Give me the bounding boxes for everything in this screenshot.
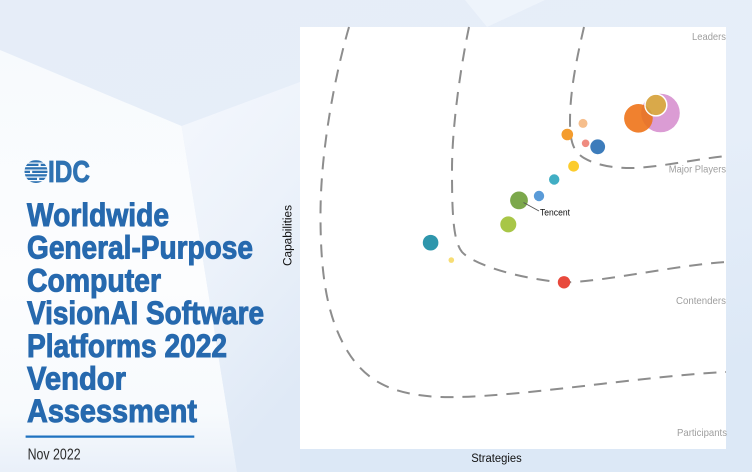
svg-text:Tencent: Tencent: [540, 208, 570, 219]
svg-text:Leaders: Leaders: [692, 31, 726, 43]
svg-text:Major Players: Major Players: [669, 164, 726, 176]
svg-text:IDC: IDC: [48, 154, 90, 189]
svg-text:Capabilities: Capabilities: [283, 205, 295, 266]
svg-text:Worldwide: Worldwide: [27, 197, 169, 233]
svg-text:Participants: Participants: [677, 427, 727, 439]
svg-text:Assessment: Assessment: [27, 393, 197, 429]
svg-text:Platforms 2022: Platforms 2022: [27, 328, 227, 364]
svg-text:Vendor: Vendor: [27, 361, 126, 397]
svg-text:Nov 2022: Nov 2022: [28, 447, 81, 464]
svg-text:Computer: Computer: [27, 262, 161, 298]
svg-text:General-Purpose: General-Purpose: [27, 230, 253, 266]
svg-text:Strategies: Strategies: [471, 453, 522, 465]
svg-text:Contenders: Contenders: [676, 295, 726, 307]
svg-text:VisionAI Software: VisionAI Software: [27, 295, 264, 331]
